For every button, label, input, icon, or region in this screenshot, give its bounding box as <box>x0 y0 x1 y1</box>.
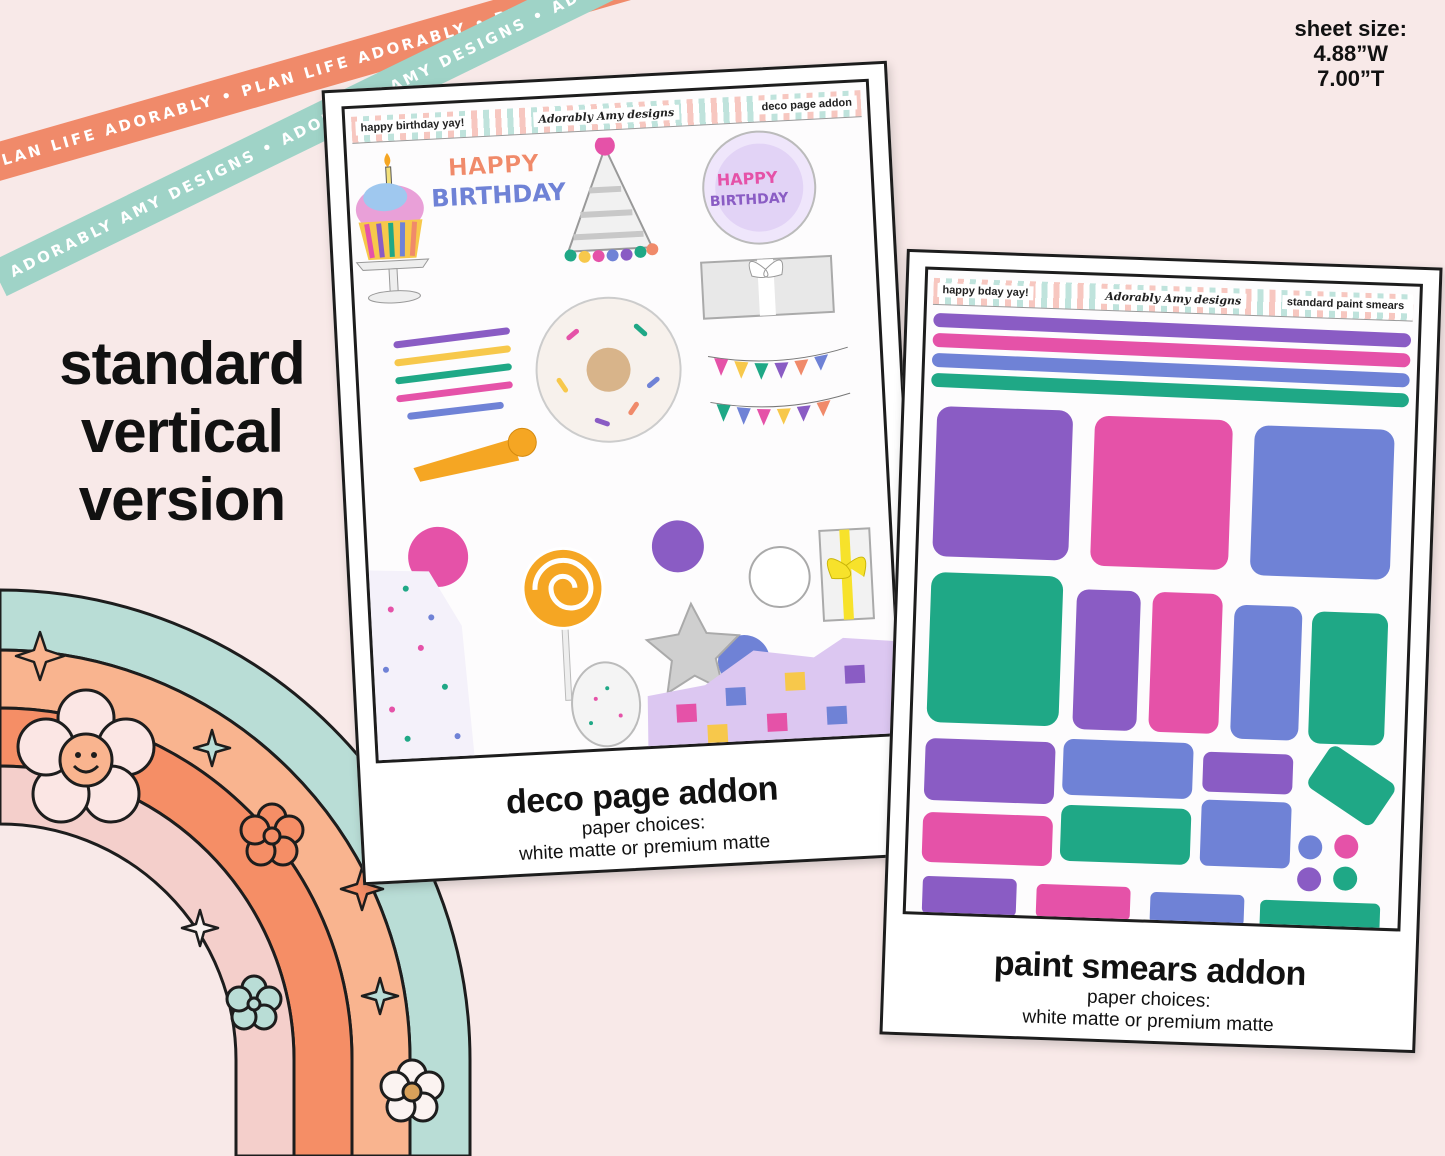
party-hat-icon <box>564 135 659 263</box>
smear-purple-strip <box>921 876 1017 917</box>
deco-stickers-illustration: HAPPY BIRTHDAY HAPPY BIRTHDAY <box>355 130 901 763</box>
smears-header-right: standard paint smears <box>1281 295 1410 314</box>
smear-purple-large <box>932 406 1073 561</box>
plate-birthday-text: BIRTHDAY <box>710 190 790 210</box>
smear-purple-small <box>1202 751 1294 795</box>
smear-pink-medium <box>1148 592 1223 734</box>
birthday-text: BIRTHDAY <box>431 178 568 213</box>
smears-header-left: happy bday yay! <box>937 282 1034 301</box>
confetti-pattern <box>368 570 475 763</box>
long-stroke-green <box>931 373 1409 408</box>
smear-purple-medium <box>1072 589 1141 731</box>
smiley-flower-icon <box>16 688 156 824</box>
star-balloon-icon <box>644 601 741 696</box>
long-stroke-purple <box>933 313 1411 348</box>
smear-green-diagonal <box>1308 746 1395 826</box>
sparkle-icon <box>339 866 385 912</box>
dot-pink <box>1334 834 1359 859</box>
sparkle-icon <box>360 976 400 1016</box>
gift-box-icon <box>700 254 835 320</box>
sheet-size-label: sheet size: <box>1294 16 1408 41</box>
balloon-icon <box>571 661 642 748</box>
candles-icon <box>393 327 513 420</box>
paint-smears-illustration <box>921 313 1411 932</box>
smear-pink-strip <box>1035 884 1131 921</box>
bunting-icon <box>707 346 851 426</box>
deco-sheet-art-area: happy birthday yay! Adorably Amy designs… <box>341 78 904 764</box>
donut-icon <box>535 296 682 443</box>
sheet-size-info: sheet size: 4.88”W 7.00”T <box>1295 16 1408 91</box>
smear-green-wide <box>1059 804 1192 865</box>
mint-flower-icon <box>225 974 283 1031</box>
yellow-gift-icon <box>818 527 875 622</box>
smear-blue-large <box>1250 425 1395 580</box>
party-horn-icon <box>413 427 537 482</box>
sheet-size-height: 7.00”T <box>1317 66 1385 91</box>
deco-header-brand: Adorably Amy designs <box>533 104 680 128</box>
purple-flower-icon <box>651 520 704 573</box>
rainbow-decoration <box>0 588 472 1156</box>
deco-header-right: deco page addon <box>756 95 858 115</box>
smear-green-large <box>926 572 1064 726</box>
birthday-plate-icon: HAPPY BIRTHDAY <box>702 130 817 245</box>
coral-flower-icon <box>239 802 305 867</box>
white-flower-icon <box>748 546 811 609</box>
smear-pink-wide <box>921 812 1053 866</box>
deco-page-sheet: happy birthday yay! Adorably Amy designs… <box>321 60 929 886</box>
deco-header-left: happy birthday yay! <box>355 115 470 136</box>
lollipop-icon <box>521 546 605 701</box>
dot-purple <box>1297 867 1322 892</box>
headline-line3: version <box>78 466 286 533</box>
long-stroke-pink <box>932 333 1411 368</box>
smear-green-medium <box>1308 611 1389 746</box>
sparkle-icon <box>180 908 220 948</box>
dot-blue <box>1298 835 1323 860</box>
cupcake-icon <box>355 153 430 304</box>
headline-line2: vertical <box>80 398 284 465</box>
smear-blue-small <box>1199 799 1292 869</box>
smear-blue-wide <box>1062 739 1194 799</box>
smears-sheet-caption: paint smears addon paper choices: white … <box>883 940 1416 1042</box>
dot-green <box>1333 866 1358 891</box>
sheet-size-width: 4.88”W <box>1313 41 1389 66</box>
smears-header-brand: Adorably Amy designs <box>1100 288 1247 309</box>
smear-purple-wide <box>924 738 1056 805</box>
deco-sheet-caption: deco page addon paper choices: white mat… <box>361 761 925 874</box>
headline-line1: standard <box>59 330 305 397</box>
version-headline: standard vertical version <box>32 330 332 534</box>
sparkle-icon <box>14 630 66 682</box>
smear-blue-medium <box>1230 604 1303 741</box>
smear-blue-strip <box>1149 891 1245 927</box>
white-flower-icon <box>379 1058 445 1123</box>
happy-text: HAPPY <box>447 149 540 182</box>
sparkle-icon <box>192 728 232 768</box>
paint-smears-sheet: happy bday yay! Adorably Amy designs sta… <box>879 248 1443 1054</box>
smear-green-strip <box>1259 899 1381 932</box>
plate-happy-text: HAPPY <box>716 168 778 190</box>
smear-pink-large <box>1090 416 1233 570</box>
long-stroke-blue <box>932 353 1410 388</box>
smears-sheet-art-area: happy bday yay! Adorably Amy designs sta… <box>902 266 1423 932</box>
